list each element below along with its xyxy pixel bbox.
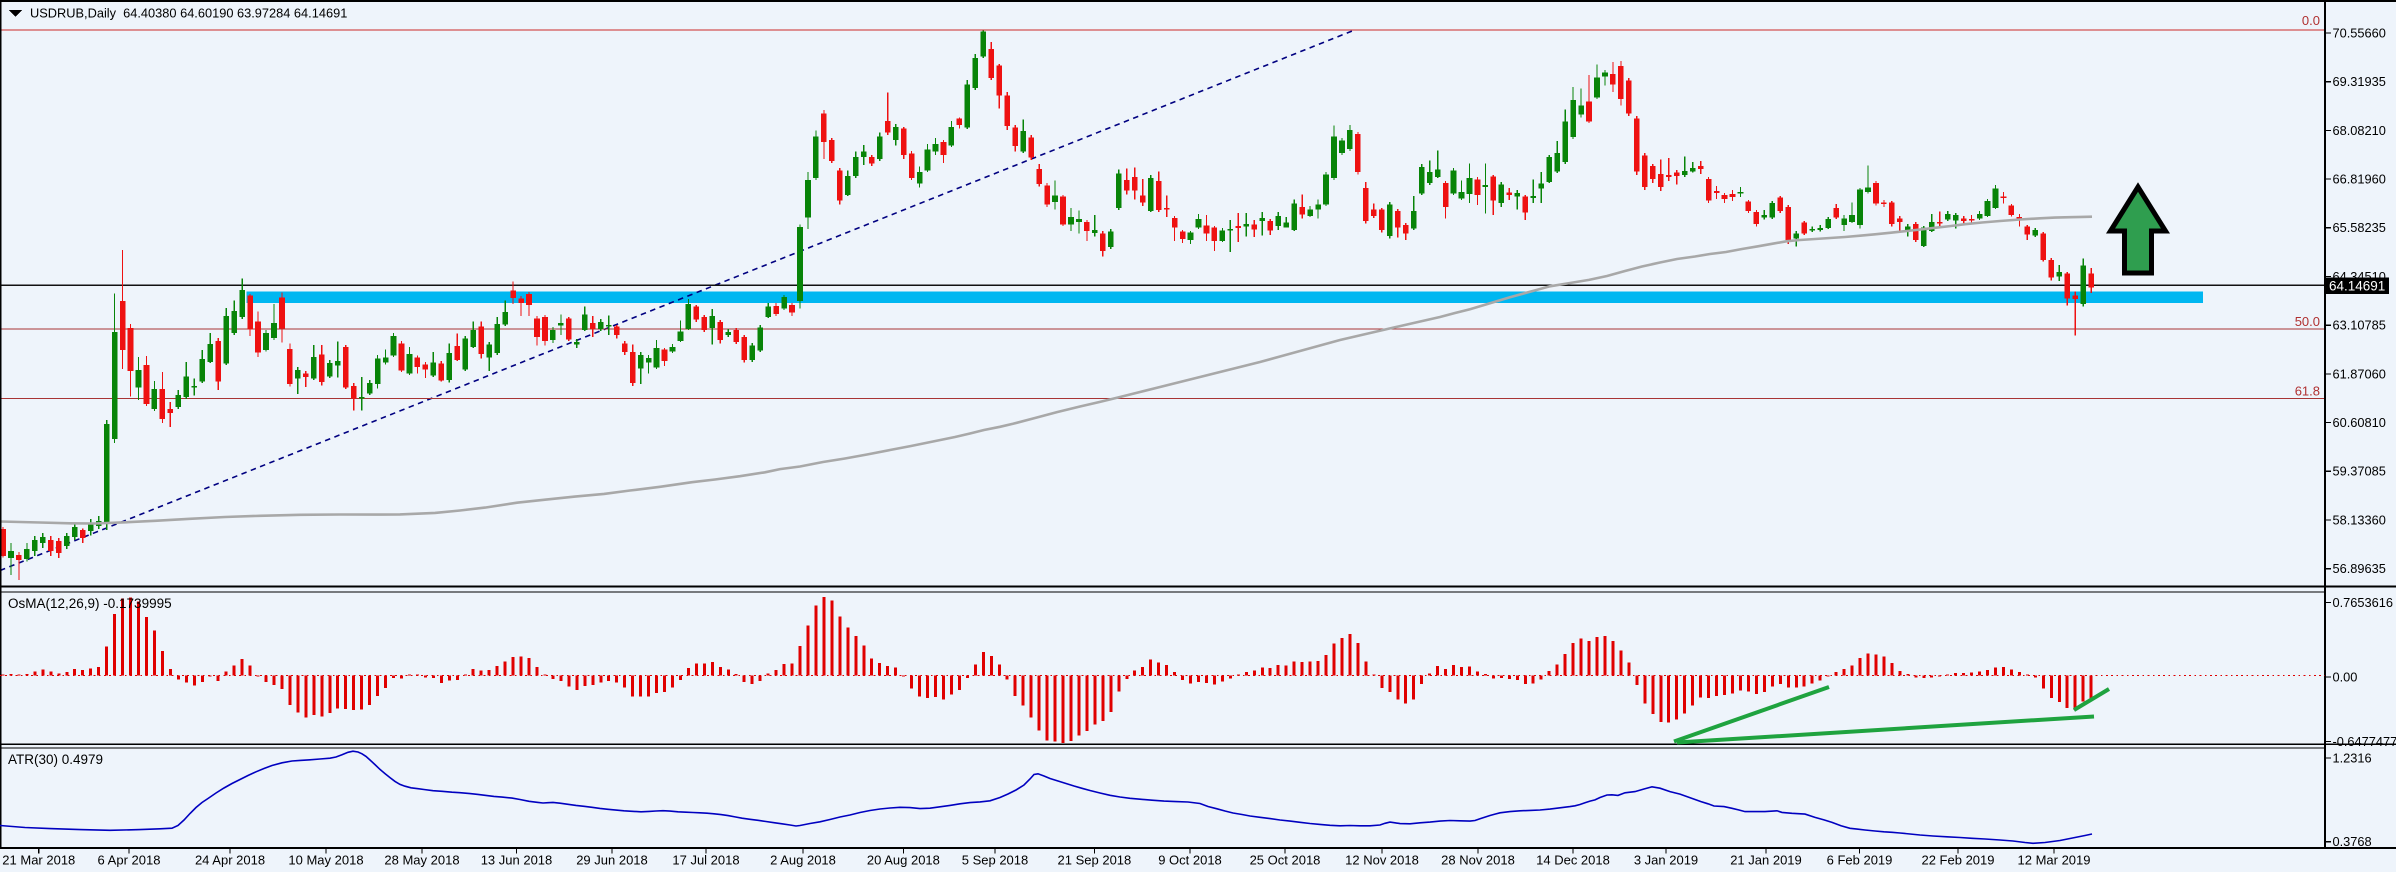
svg-text:10 May 2018: 10 May 2018: [288, 853, 363, 868]
svg-text:25 Oct 2018: 25 Oct 2018: [1250, 853, 1321, 868]
svg-text:0.3768: 0.3768: [2333, 834, 2372, 849]
svg-text:12 Nov 2018: 12 Nov 2018: [1345, 853, 1419, 868]
svg-text:ATR(30) 0.4979: ATR(30) 0.4979: [8, 752, 103, 767]
svg-text:20 Aug 2018: 20 Aug 2018: [867, 853, 940, 868]
svg-text:21 Mar 2018: 21 Mar 2018: [2, 853, 75, 868]
svg-text:0.7653616: 0.7653616: [2333, 595, 2394, 610]
svg-text:28 Nov 2018: 28 Nov 2018: [1441, 853, 1515, 868]
svg-text:17 Jul 2018: 17 Jul 2018: [672, 853, 739, 868]
svg-text:12 Mar 2019: 12 Mar 2019: [2018, 853, 2091, 868]
svg-text:59.37085: 59.37085: [2333, 464, 2386, 479]
svg-text:65.58235: 65.58235: [2333, 220, 2386, 235]
svg-text:21 Sep 2018: 21 Sep 2018: [1058, 853, 1132, 868]
svg-text:0.0: 0.0: [2302, 13, 2320, 28]
svg-text:1.2316: 1.2316: [2333, 750, 2372, 765]
svg-text:61.8: 61.8: [2295, 384, 2320, 399]
svg-text:68.08210: 68.08210: [2333, 123, 2386, 138]
svg-text:6 Apr 2018: 6 Apr 2018: [98, 853, 161, 868]
svg-text:50.0: 50.0: [2295, 314, 2320, 329]
svg-text:29 Jun 2018: 29 Jun 2018: [576, 853, 648, 868]
svg-text:-0.6477477: -0.6477477: [2333, 734, 2396, 749]
svg-text:24 Apr 2018: 24 Apr 2018: [195, 853, 265, 868]
svg-text:5 Sep 2018: 5 Sep 2018: [962, 853, 1029, 868]
svg-text:USDRUB,Daily 64.40380 64.6019: USDRUB,Daily 64.40380 64.60190 63.97284 …: [30, 6, 347, 21]
svg-text:2 Aug 2018: 2 Aug 2018: [770, 853, 836, 868]
svg-text:56.89635: 56.89635: [2333, 561, 2386, 576]
svg-text:61.87060: 61.87060: [2333, 366, 2386, 381]
svg-text:14 Dec 2018: 14 Dec 2018: [1536, 853, 1610, 868]
svg-text:60.60810: 60.60810: [2333, 415, 2386, 430]
svg-text:3 Jan 2019: 3 Jan 2019: [1634, 853, 1698, 868]
svg-text:13 Jun 2018: 13 Jun 2018: [481, 853, 553, 868]
svg-text:OsMA(12,26,9) -0.1739995: OsMA(12,26,9) -0.1739995: [8, 596, 172, 611]
svg-text:63.10785: 63.10785: [2333, 318, 2386, 333]
svg-text:66.81960: 66.81960: [2333, 172, 2386, 187]
svg-text:28 May 2018: 28 May 2018: [384, 853, 459, 868]
svg-text:70.55660: 70.55660: [2333, 25, 2386, 40]
svg-text:0.00: 0.00: [2333, 669, 2358, 684]
svg-text:69.31935: 69.31935: [2333, 74, 2386, 89]
svg-text:6 Feb 2019: 6 Feb 2019: [1827, 853, 1893, 868]
svg-text:9 Oct 2018: 9 Oct 2018: [1158, 853, 1222, 868]
svg-text:58.13360: 58.13360: [2333, 512, 2386, 527]
svg-text:64.14691: 64.14691: [2329, 279, 2385, 294]
svg-text:21 Jan 2019: 21 Jan 2019: [1730, 853, 1802, 868]
svg-text:22 Feb 2019: 22 Feb 2019: [1921, 853, 1994, 868]
